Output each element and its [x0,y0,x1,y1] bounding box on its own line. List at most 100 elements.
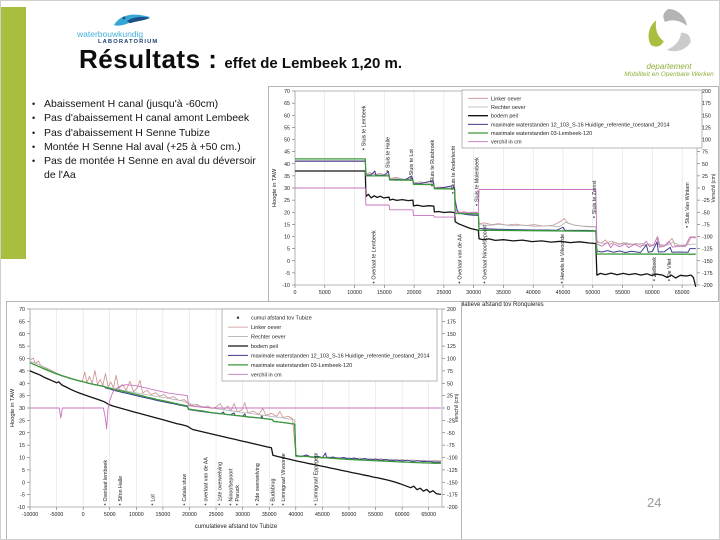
annotation-label: Sluis te Anderlecht [451,145,457,189]
svg-text:-200: -200 [702,283,713,289]
svg-text:40: 40 [284,162,290,168]
svg-text:15000: 15000 [156,512,171,518]
svg-text:150: 150 [447,332,456,338]
svg-text:20000: 20000 [182,512,197,518]
waterbouwkundig-logo-icon [114,14,150,26]
waterbouwkundig-logo: waterbouwkundig LABORATORIUM [77,12,187,46]
svg-text:-75: -75 [447,443,455,449]
annotation-label: Sluis te Lembeek [361,105,367,146]
svg-text:175: 175 [447,319,456,325]
bullet-item: Abaissement H canal (jusqu'à -60cm) [29,98,269,112]
svg-text:40000: 40000 [288,512,303,518]
svg-text:60: 60 [284,113,290,119]
svg-text:5000: 5000 [319,290,331,296]
x-axis-title: cumulatieve afstand tov Ronquieres [448,302,543,308]
svg-text:30: 30 [284,186,290,192]
svg-text:200: 200 [702,89,711,95]
bullet-item: Montée H Senne Hal aval (+25 à +50 cm.) [29,141,269,155]
annotation-label: Sluis te Lot [409,149,415,176]
laboratorium-logo-text: LABORATORIUM [98,39,159,45]
annotation-marker [386,170,389,172]
svg-text:55000: 55000 [615,290,630,296]
annotation-marker [151,503,154,506]
svg-text:65: 65 [284,101,290,107]
svg-text:10000: 10000 [347,290,362,296]
svg-text:-10000: -10000 [22,512,39,518]
svg-text:-150: -150 [702,259,713,265]
annotation-label: De Vliet [667,258,673,277]
annotation-label: Budabrug [270,478,276,501]
legend-box [221,308,438,382]
bullet-item: Pas d'abaissement H Senne Tubize [29,127,269,141]
svg-text:10: 10 [284,235,290,241]
svg-text:20: 20 [19,431,25,437]
annotation-label: Paruck [235,485,241,502]
annotation-marker [685,225,688,228]
annotation-label: Overlaat te Lembeek [372,230,378,280]
accent-bar [1,7,26,259]
y-left-axis-title: Hoogte in TAW [10,388,16,427]
annotation-label: Sluis te Molenbeek [475,157,481,202]
svg-text:65: 65 [19,319,25,325]
svg-text:-150: -150 [447,480,458,486]
svg-text:100: 100 [702,138,711,144]
annotation-marker [560,281,563,284]
svg-text:-25: -25 [702,198,710,204]
svg-text:-10: -10 [17,505,25,511]
annotation-marker [458,281,461,284]
annotation-label: Sluis te Zemst [592,180,598,214]
svg-text:60000: 60000 [645,290,660,296]
svg-text:55: 55 [284,125,290,131]
annotation-marker [204,503,207,506]
svg-text:-50: -50 [447,431,455,437]
svg-text:-5: -5 [285,271,290,277]
annotation-label: Lot [150,494,156,502]
bullet-list: Abaissement H canal (jusqu'à -60cm) Pas … [29,98,269,183]
annotation-label: Sluis Van Wintam [685,182,691,224]
bullet-item: Pas d'abaissement H canal amont Lembeek [29,112,269,126]
svg-text:25: 25 [702,174,708,180]
annotation-label: Catala stuw [182,474,188,502]
page-number: 24 [647,495,662,510]
svg-text:-100: -100 [447,456,458,462]
svg-text:-125: -125 [447,468,458,474]
svg-text:20000: 20000 [407,290,422,296]
svg-text:55000: 55000 [368,512,383,518]
title-main: Résultats : [79,44,218,74]
svg-text:-100: -100 [702,235,713,241]
svg-text:100: 100 [447,357,456,363]
annotation-marker [271,503,274,506]
svg-text:150: 150 [702,113,711,119]
svg-text:10000: 10000 [129,512,144,518]
page-title: Résultats : effet de Lembeek 1,20 m. [79,39,402,76]
svg-text:15: 15 [19,443,25,449]
legend-label: maximale waterstanden 03-Lembeek-120 [251,363,352,369]
svg-text:35: 35 [19,394,25,400]
legend-label: verchil in cm [491,140,522,146]
annotation-label: Sifon Halle [118,476,124,502]
annotation-marker [256,503,258,506]
legend-label: Linker oever [491,96,521,102]
annotation-marker [104,503,106,506]
svg-text:35: 35 [284,174,290,180]
svg-text:0: 0 [22,480,25,486]
annotation-marker [483,281,486,284]
annotation-marker [218,503,221,506]
svg-text:-5: -5 [20,493,25,499]
annotation-marker [593,216,595,219]
annotation-marker [653,279,656,282]
canal-chart-panel: 0 5000 10000 15000 20000 25000 30000 35000 40000… [268,86,719,308]
svg-text:175: 175 [702,101,711,107]
series-maximale-waterstanden-12-103-s-16-huidig [295,160,696,253]
y-left-axis-title: Hoogte in TAW [272,168,278,207]
legend-label: maximale waterstanden 12_103_S-16 Huidig… [251,353,430,359]
svg-text:65000: 65000 [675,290,690,296]
canal-profile-chart: 0 5000 10000 15000 20000 25000 30000 35000 40000… [272,89,717,308]
svg-text:50: 50 [702,162,708,168]
y-right-axis-title: Verschil (cm) [454,393,460,422]
annotation-label: Zielbeek [652,257,658,277]
annotation-label: Overlaat lembeek [103,460,109,502]
legend-label: bodem peil [251,344,278,350]
annotation-label: Overlaat Ninoofsepoort [482,225,488,280]
departement-logo-text: departement [646,62,692,71]
